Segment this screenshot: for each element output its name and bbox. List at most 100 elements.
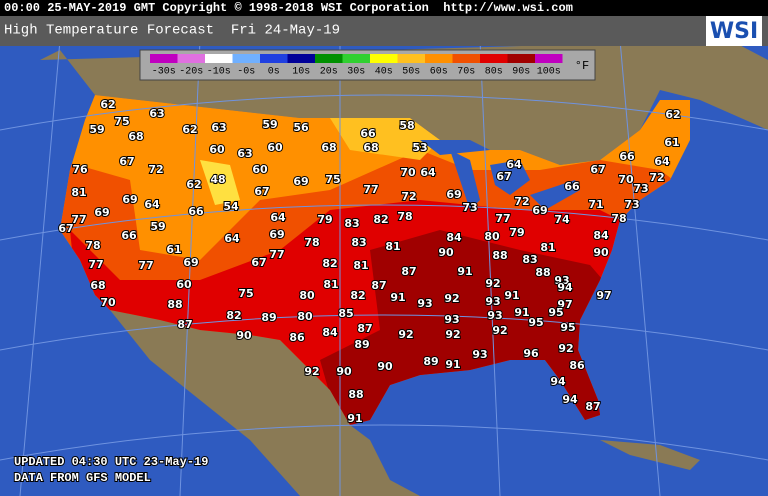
temperature-label: 68: [128, 130, 143, 143]
zone-40s: [200, 160, 240, 205]
temperature-label: 72: [401, 190, 416, 203]
temperature-label: 72: [148, 163, 163, 176]
legend-swatch: [260, 54, 288, 63]
temperature-label: 68: [90, 279, 105, 292]
temperature-label: 83: [351, 236, 366, 249]
temperature-label: 64: [144, 198, 160, 211]
title: High Temperature Forecast Fri 24-May-19: [4, 23, 340, 39]
temperature-label: 60: [209, 143, 225, 156]
temperature-label: 66: [619, 150, 635, 163]
temperature-label: 95: [560, 321, 575, 334]
temperature-label: 91: [445, 358, 460, 371]
temperature-label: 67: [119, 155, 134, 168]
legend-swatch: [535, 54, 563, 63]
temperature-label: 87: [357, 322, 372, 335]
temperature-label: 70: [618, 173, 634, 186]
temperature-label: 73: [633, 182, 648, 195]
temperature-label: 77: [269, 248, 284, 261]
temperature-label: 82: [350, 289, 365, 302]
legend-label: 60s: [430, 67, 448, 78]
temperature-label: 78: [304, 236, 319, 249]
temperature-label: 82: [373, 213, 388, 226]
temperature-label: 87: [401, 265, 416, 278]
temperature-label: 90: [377, 360, 393, 373]
temperature-label: 94: [562, 393, 578, 406]
temperature-label: 82: [322, 257, 337, 270]
temperature-label: 75: [238, 287, 253, 300]
temperature-label: 63: [237, 147, 252, 160]
temperature-label: 91: [457, 265, 472, 278]
temperature-label: 60: [252, 163, 268, 176]
temperature-label: 72: [514, 195, 529, 208]
temperature-label: 78: [85, 239, 100, 252]
temperature-label: 63: [211, 121, 226, 134]
header-text: 00:00 25-MAY-2019 GMT Copyright © 1998-2…: [4, 1, 573, 15]
temperature-label: 92: [304, 365, 319, 378]
temperature-label: 69: [293, 175, 308, 188]
temperature-label: 95: [548, 306, 563, 319]
temperature-label: 93: [554, 274, 569, 287]
temperature-label: 48: [210, 173, 225, 186]
temperature-label: 75: [325, 173, 340, 186]
legend-swatch: [205, 54, 233, 63]
temperature-label: 89: [261, 311, 276, 324]
legend-swatch: [452, 54, 480, 63]
temperature-label: 86: [569, 359, 585, 372]
temperature-label: 80: [484, 230, 500, 243]
temperature-label: 54: [223, 200, 239, 213]
temperature-label: 81: [323, 278, 338, 291]
temperature-label: 62: [665, 108, 680, 121]
temperature-label: 84: [593, 229, 609, 242]
temperature-label: 91: [390, 291, 405, 304]
legend-swatch: [370, 54, 398, 63]
temperature-label: 73: [624, 198, 639, 211]
temperature-label: 77: [495, 212, 510, 225]
temperature-label: 69: [269, 228, 284, 241]
legend-swatch: [315, 54, 343, 63]
temperature-label: 64: [270, 211, 286, 224]
legend-label: 80s: [485, 67, 503, 78]
temperature-label: 75: [114, 115, 129, 128]
temperature-label: 67: [254, 185, 269, 198]
temperature-label: 81: [353, 259, 368, 272]
temperature-label: 60: [267, 141, 283, 154]
legend: -30s -20s -10s -0s 0s 10s 20s 30s 40s 50s 60s 70s 80…: [150, 54, 563, 78]
temperature-label: 93: [417, 297, 432, 310]
legend-swatch: [150, 54, 178, 63]
temperature-label: 93: [444, 313, 459, 326]
legend-label: 20s: [320, 67, 338, 78]
temperature-label: 62: [100, 98, 115, 111]
temperature-label: 92: [485, 277, 500, 290]
temperature-label: 64: [506, 158, 522, 171]
temperature-label: 84: [446, 231, 462, 244]
temperature-label: 83: [522, 253, 537, 266]
mexico: [110, 310, 420, 496]
temperature-label: 59: [89, 123, 104, 136]
temperature-label: 91: [347, 412, 362, 425]
legend-label: -0s: [237, 67, 255, 78]
temperature-label: 58: [399, 119, 414, 132]
temperature-label: 87: [177, 318, 192, 331]
temperature-label: 66: [121, 229, 137, 242]
temperature-label: 68: [321, 141, 336, 154]
temperature-label: 88: [348, 388, 363, 401]
temperature-label: 62: [186, 178, 201, 191]
temperature-label: 79: [509, 226, 524, 239]
legend-swatch: [342, 54, 370, 63]
temperature-label: 53: [412, 141, 427, 154]
temperature-label: 64: [224, 232, 240, 245]
temperature-label: 72: [649, 171, 664, 184]
temperature-label: 76: [72, 163, 88, 176]
temperature-label: 91: [504, 289, 519, 302]
temperature-label: 93: [472, 348, 487, 361]
temperature-label: 64: [420, 166, 436, 179]
temperature-label: 67: [496, 170, 511, 183]
temperature-label: 94: [557, 281, 573, 294]
temperature-label: 79: [317, 213, 332, 226]
temperature-label: 67: [58, 222, 73, 235]
temperature-label: 69: [94, 206, 109, 219]
temperature-label: 89: [354, 338, 369, 351]
temperature-label: 80: [299, 289, 315, 302]
temperature-label: 92: [558, 342, 573, 355]
